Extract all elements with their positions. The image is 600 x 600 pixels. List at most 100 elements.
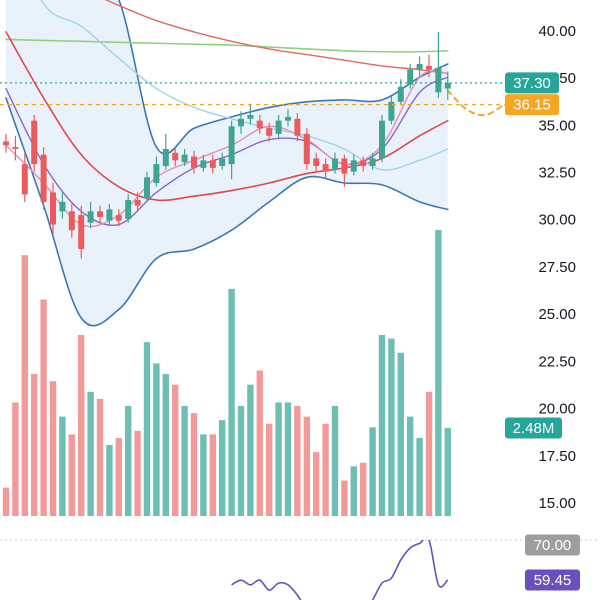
candle-body <box>12 147 19 149</box>
candle-body <box>407 69 414 85</box>
volume-bar <box>218 420 226 516</box>
candle-body <box>266 128 273 136</box>
indicator-line <box>40 0 449 171</box>
y-tick-label: 22.50 <box>538 353 576 370</box>
candle-body <box>153 164 160 183</box>
candle-body <box>97 211 104 217</box>
candle-body <box>294 118 301 136</box>
candle-body <box>219 158 226 166</box>
volume-bar <box>406 416 414 516</box>
candle-body <box>144 177 151 199</box>
volume-bar <box>284 402 292 516</box>
volume-bar <box>369 427 376 516</box>
candle-body <box>200 160 207 168</box>
y-tick-label: 17.50 <box>538 448 576 465</box>
rsi-badge-label: 59.45 <box>534 572 572 589</box>
candle-body <box>303 133 310 165</box>
volume-bar <box>12 402 19 516</box>
candle-body <box>190 156 197 168</box>
volume-bar <box>228 288 235 516</box>
candle-body <box>275 120 282 134</box>
indicator-line <box>5 97 449 327</box>
price-badge-label: 37.30 <box>513 75 551 92</box>
candle-body <box>59 201 66 212</box>
volume-bar <box>303 416 310 516</box>
volume-bar <box>78 335 85 516</box>
volume-bar <box>388 338 395 516</box>
y-tick-label: 27.50 <box>538 259 576 276</box>
volume-badge <box>505 417 562 439</box>
volume-bar <box>265 423 273 516</box>
candle-body <box>21 164 28 195</box>
volume-bar <box>68 434 76 516</box>
volume-bar <box>247 384 254 516</box>
candle-body <box>397 86 404 102</box>
candle-body <box>378 120 385 159</box>
volume-bar <box>2 487 10 516</box>
candle-body <box>284 116 291 121</box>
volume-bar <box>397 352 404 516</box>
volume-bar <box>200 434 207 516</box>
volume-bar <box>275 402 282 516</box>
projection-line <box>446 89 506 117</box>
volume-bar <box>190 413 198 516</box>
candle-body <box>331 158 338 170</box>
volume-bar <box>96 398 104 516</box>
candle-body <box>106 209 113 221</box>
y-tick-label: 20.00 <box>538 401 576 418</box>
candle-body <box>416 64 423 70</box>
rsi-tick-badge <box>525 534 580 556</box>
volume-bar <box>125 405 132 516</box>
volume-bar <box>322 423 329 516</box>
volume-bar <box>115 437 123 516</box>
indicator-line <box>104 0 449 75</box>
candle-body <box>40 154 47 202</box>
volume-bar <box>359 462 367 516</box>
y-tick-label: 15.00 <box>538 495 576 512</box>
volume-bar <box>209 434 216 516</box>
volume-bar <box>181 405 188 516</box>
y-tick-label: 30.00 <box>538 212 576 229</box>
candle-body <box>3 141 10 146</box>
candle-body <box>425 65 432 70</box>
rsi-line <box>231 540 449 600</box>
volume-bar <box>106 445 113 516</box>
candle-body <box>172 152 179 161</box>
candle-body <box>237 118 244 127</box>
volume-bar <box>31 374 38 516</box>
y-tick-label: 32.50 <box>538 165 576 182</box>
volume-bar <box>294 405 301 516</box>
volume-bar <box>59 416 66 516</box>
price-pane <box>0 0 506 516</box>
volume-bar <box>256 370 263 516</box>
candle-body <box>247 115 254 119</box>
volume-bar <box>87 391 94 516</box>
candle-body <box>125 199 132 219</box>
rsi-pane <box>231 540 449 600</box>
volume-bar <box>134 430 141 516</box>
y-tick-label: 25.00 <box>538 306 576 323</box>
candle-body <box>181 154 188 163</box>
candle-body <box>50 192 57 225</box>
candle-body <box>388 101 395 121</box>
candle-body <box>256 120 263 129</box>
volume-bar <box>312 452 320 516</box>
candle-body <box>68 211 75 231</box>
volume-bar <box>143 342 151 516</box>
volume-bar <box>162 374 170 516</box>
candle-body <box>322 164 329 172</box>
price-badge-label: 36.15 <box>513 97 551 114</box>
volume-bar <box>435 229 442 516</box>
volume-bar <box>416 437 423 516</box>
volume-bar <box>350 466 357 516</box>
volume-badge-label: 2.48M <box>513 420 555 437</box>
indicator-line <box>5 38 449 53</box>
candle-body <box>444 82 451 89</box>
candle-body <box>134 199 141 206</box>
volume-bar <box>49 381 57 516</box>
candle-body <box>228 126 235 165</box>
candle-body <box>87 211 94 223</box>
volume-bar <box>444 427 451 516</box>
price-badge <box>505 94 559 116</box>
